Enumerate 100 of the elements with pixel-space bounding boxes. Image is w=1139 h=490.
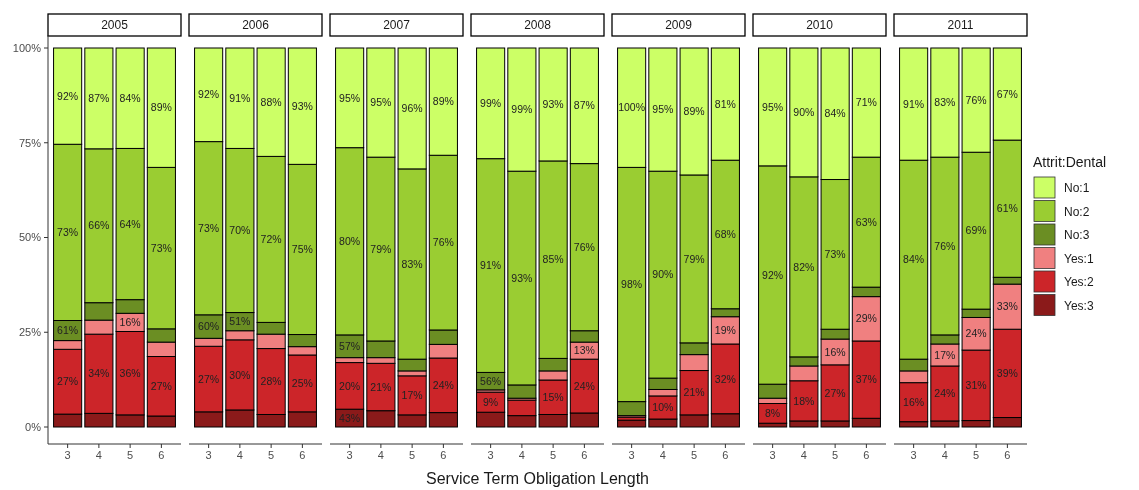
y-tick-label: 75% (18, 136, 42, 149)
annotation: 39% (996, 367, 1018, 380)
x-tick-label: 4 (377, 449, 384, 461)
annotation: 56% (480, 374, 502, 387)
x-tick-label: 3 (64, 449, 71, 461)
annotation: 100% (618, 101, 646, 114)
x-tick-label: 6 (722, 449, 729, 461)
annotation: 95% (370, 96, 392, 109)
annotation: 68% (714, 228, 736, 241)
annotation: 95% (762, 100, 784, 113)
x-tick-label: 5 (550, 449, 557, 461)
annotation: 95% (339, 91, 361, 104)
annotation: 20% (339, 379, 361, 392)
x-tick-label: 5 (268, 449, 275, 461)
annotation: 73% (824, 248, 846, 261)
annotation: 27% (57, 375, 79, 388)
annotation: 19% (714, 324, 736, 337)
x-tick-label: 5 (127, 449, 134, 461)
annotation: 16% (824, 345, 846, 358)
annotation: 24% (965, 327, 987, 340)
annotation: 16% (903, 395, 925, 408)
annotation: 93% (291, 99, 313, 112)
x-tick-label: 3 (346, 449, 353, 461)
annotation: 76% (573, 240, 595, 253)
x-tick-label: 4 (659, 449, 666, 461)
chart-title: 2007 (383, 18, 411, 33)
annotation: 73% (57, 226, 79, 239)
annotation: 28% (260, 375, 282, 388)
annotation: 92% (198, 88, 220, 101)
annotation: 81% (714, 97, 736, 110)
legend-label: Yes:2 (1064, 275, 1094, 290)
annotation: 90% (793, 106, 815, 119)
annotation: 79% (370, 242, 392, 255)
x-tick-label: 5 (409, 449, 416, 461)
annotation: 84% (119, 91, 141, 104)
annotation: 17% (934, 348, 956, 361)
annotation: 70% (229, 224, 251, 237)
annotation: 60% (198, 320, 220, 333)
annotation: 89% (150, 101, 172, 114)
annotation: 91% (229, 91, 251, 104)
x-tick-label: 4 (236, 449, 243, 461)
annotation: 21% (683, 386, 705, 399)
annotation: 73% (150, 241, 172, 254)
annotation: 75% (291, 243, 313, 256)
annotation: 89% (432, 95, 454, 108)
x-tick-label: 6 (1004, 449, 1011, 461)
x-tick-label: 3 (487, 449, 494, 461)
y-tick-label: 25% (18, 326, 42, 339)
annotation: 83% (401, 257, 423, 270)
annotation: 76% (934, 239, 956, 252)
annotation: 93% (542, 98, 564, 111)
annotation: 25% (291, 377, 313, 390)
annotation: 61% (57, 324, 79, 337)
annotation: 29% (855, 312, 877, 325)
annotation: 72% (260, 233, 282, 246)
annotation: 8% (765, 407, 781, 420)
annotation: 80% (339, 234, 361, 247)
annotation: 99% (511, 103, 533, 116)
annotation: 91% (903, 97, 925, 110)
x-tick-label: 4 (518, 449, 525, 461)
y-tick-label: 100% (12, 41, 42, 54)
annotation: 21% (370, 380, 392, 393)
x-axis-title: Service Term Obligation Length (426, 470, 649, 487)
annotation: 66% (88, 219, 110, 232)
annotation: 93% (511, 271, 533, 284)
x-tick-label: 6 (299, 449, 306, 461)
annotation: 84% (903, 253, 925, 266)
annotation: 16% (119, 316, 141, 329)
annotation: 71% (855, 96, 877, 109)
chart-title: 2009 (665, 18, 693, 33)
annotation: 30% (229, 368, 251, 381)
x-tick-label: 3 (769, 449, 776, 461)
annotation: 27% (824, 386, 846, 399)
annotation: 24% (934, 387, 956, 400)
x-tick-label: 6 (440, 449, 447, 461)
annotation: 37% (855, 373, 877, 386)
annotation: 61% (996, 202, 1018, 215)
annotation: 51% (229, 315, 251, 328)
x-tick-label: 3 (910, 449, 917, 461)
x-tick-label: 6 (863, 449, 870, 461)
annotation: 34% (88, 367, 110, 380)
x-tick-label: 5 (832, 449, 839, 461)
annotation: 15% (542, 390, 564, 403)
annotation: 18% (793, 394, 815, 407)
annotation: 90% (652, 268, 674, 281)
annotation: 99% (480, 97, 502, 110)
x-tick-label: 3 (205, 449, 212, 461)
annotation: 36% (119, 366, 141, 379)
x-tick-label: 3 (628, 449, 635, 461)
annotation: 76% (432, 236, 454, 249)
y-tick-label: 0% (25, 420, 42, 433)
chart-title: 2011 (947, 18, 974, 33)
annotation: 95% (652, 103, 674, 116)
chart-title: 2006 (242, 18, 270, 33)
legend-title: Attrit:Dental (1033, 154, 1107, 170)
x-tick-label: 6 (158, 449, 165, 461)
annotation: 31% (965, 378, 987, 391)
x-tick-label: 4 (800, 449, 807, 461)
annotation: 57% (339, 339, 361, 352)
y-tick-label: 50% (18, 231, 42, 244)
